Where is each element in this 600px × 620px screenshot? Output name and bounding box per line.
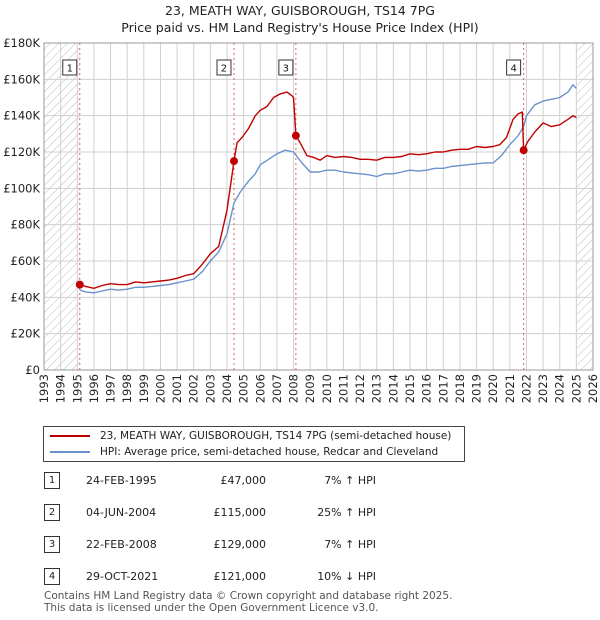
sale-hpi-diff: 25% ↑ HPI (317, 506, 376, 519)
y-tick-label: £20K (11, 327, 41, 341)
x-tick-label: 2011 (336, 374, 350, 403)
x-tick-label: 2005 (237, 374, 251, 403)
sale-number: 3 (44, 536, 60, 553)
sale-price: £115,000 (213, 506, 267, 519)
x-tick-label: 1999 (137, 374, 151, 403)
x-tick-label: 2025 (569, 374, 583, 403)
y-tick-label: £80K (11, 218, 41, 232)
sale-date: 04-JUN-2004 (86, 506, 157, 519)
sale-marker-box (216, 59, 232, 76)
title-address: 23, MEATH WAY, GUISBOROUGH, TS14 7PG (165, 3, 435, 18)
legend-property-swatch (50, 435, 90, 437)
legend-property-label: 23, MEATH WAY, GUISBOROUGH, TS14 7PG (se… (100, 430, 452, 442)
x-tick-label: 1997 (104, 374, 118, 403)
sale-marker-box (278, 59, 294, 76)
sale-price: £129,000 (213, 538, 267, 551)
no-data-region (576, 43, 593, 370)
sale-hpi-diff: 7% ↑ HPI (324, 474, 376, 487)
x-tick-label: 2008 (287, 374, 301, 403)
property-price-line (79, 91, 577, 289)
sale-date: 29-OCT-2021 (86, 570, 159, 583)
legend: 23, MEATH WAY, GUISBOROUGH, TS14 7PG (se… (43, 426, 465, 462)
y-tick-label: £140K (3, 109, 40, 123)
sale-marker-box (506, 59, 522, 76)
x-tick-label: 2013 (370, 374, 384, 403)
x-tick-label: 2020 (486, 374, 500, 403)
y-tick-label: £160K (3, 72, 40, 86)
x-tick-label: 2014 (386, 374, 400, 403)
x-tick-label: 2019 (470, 374, 484, 403)
x-tick-label: 1994 (54, 374, 68, 403)
sale-date: 24-FEB-1995 (86, 474, 157, 487)
y-tick-label: £0 (25, 363, 40, 377)
y-tick-label: £100K (3, 181, 40, 195)
x-tick-label: 1998 (120, 374, 134, 403)
no-data-region (44, 43, 80, 370)
sale-price: £121,000 (213, 570, 267, 583)
plot-area (44, 43, 593, 370)
sale-marker-label: 4 (510, 64, 516, 75)
sale-marker-label: 1 (67, 64, 73, 75)
x-tick-label: 2024 (553, 374, 567, 403)
title-subtitle: Price paid vs. HM Land Registry's House … (121, 20, 479, 35)
footer-copyright: Contains HM Land Registry data © Crown c… (44, 590, 453, 602)
x-tick-label: 2022 (519, 374, 533, 403)
sale-point (291, 131, 300, 140)
sale-number: 2 (44, 504, 60, 521)
sale-marker-box (62, 59, 78, 76)
sale-hpi-diff: 7% ↑ HPI (324, 538, 376, 551)
sale-date: 22-FEB-2008 (86, 538, 157, 551)
y-tick-label: £40K (11, 290, 41, 304)
x-tick-label: 2000 (153, 374, 167, 403)
y-tick-label: £180K (3, 38, 40, 50)
x-tick-label: 2002 (187, 374, 201, 403)
x-tick-label: 2018 (453, 374, 467, 403)
x-tick-label: 1993 (37, 374, 51, 403)
sale-marker-label: 2 (221, 64, 227, 75)
hpi-line (79, 84, 577, 294)
sale-number: 4 (44, 568, 60, 585)
x-tick-label: 2021 (503, 374, 517, 403)
legend-hpi-swatch (50, 451, 90, 453)
sale-row: 4 29-OCT-2021 £121,000 10% ↓ HPI (44, 568, 444, 586)
x-tick-label: 2003 (203, 374, 217, 403)
sale-number: 1 (44, 472, 60, 489)
sale-price: £47,000 (220, 474, 267, 487)
x-tick-label: 2006 (253, 374, 267, 403)
sale-point (75, 280, 84, 289)
y-tick-label: £60K (11, 254, 41, 268)
footer: Contains HM Land Registry data © Crown c… (44, 590, 452, 614)
y-tick-label: £120K (3, 145, 40, 159)
x-tick-label: 2007 (270, 374, 284, 403)
legend-hpi: HPI: Average price, semi-detached house,… (50, 444, 438, 460)
sale-marker-label: 3 (283, 64, 289, 75)
sale-point (519, 146, 528, 155)
x-tick-label: 2015 (403, 374, 417, 403)
x-tick-label: 2026 (586, 374, 600, 403)
x-tick-label: 2023 (536, 374, 550, 403)
x-tick-label: 2004 (220, 374, 234, 403)
sale-row: 2 04-JUN-2004 £115,000 25% ↑ HPI (44, 504, 444, 522)
x-tick-label: 2017 (436, 374, 450, 403)
price-chart: £0 £20K £40K £60K £80K £100K £120K £140K £160K £1… (3, 38, 600, 403)
x-tick-label: 2010 (320, 374, 334, 403)
footer-licence: This data is licensed under the Open Gov… (44, 602, 379, 614)
sale-row: 1 24-FEB-1995 £47,000 7% ↑ HPI (44, 472, 444, 490)
legend-property: 23, MEATH WAY, GUISBOROUGH, TS14 7PG (se… (50, 428, 451, 444)
chart-title: 23, MEATH WAY, GUISBOROUGH, TS14 7PG Pri… (0, 2, 600, 36)
legend-hpi-label: HPI: Average price, semi-detached house,… (100, 446, 439, 458)
x-tick-label: 1995 (70, 374, 84, 403)
x-tick-label: 2012 (353, 374, 367, 403)
plot-border (43, 42, 594, 371)
x-tick-label: 1996 (87, 374, 101, 403)
sale-point (229, 157, 238, 166)
sale-row: 3 22-FEB-2008 £129,000 7% ↑ HPI (44, 536, 444, 554)
sale-hpi-diff: 10% ↓ HPI (317, 570, 376, 583)
x-tick-label: 2016 (420, 374, 434, 403)
x-tick-label: 2001 (170, 374, 184, 403)
x-tick-label: 2009 (303, 374, 317, 403)
